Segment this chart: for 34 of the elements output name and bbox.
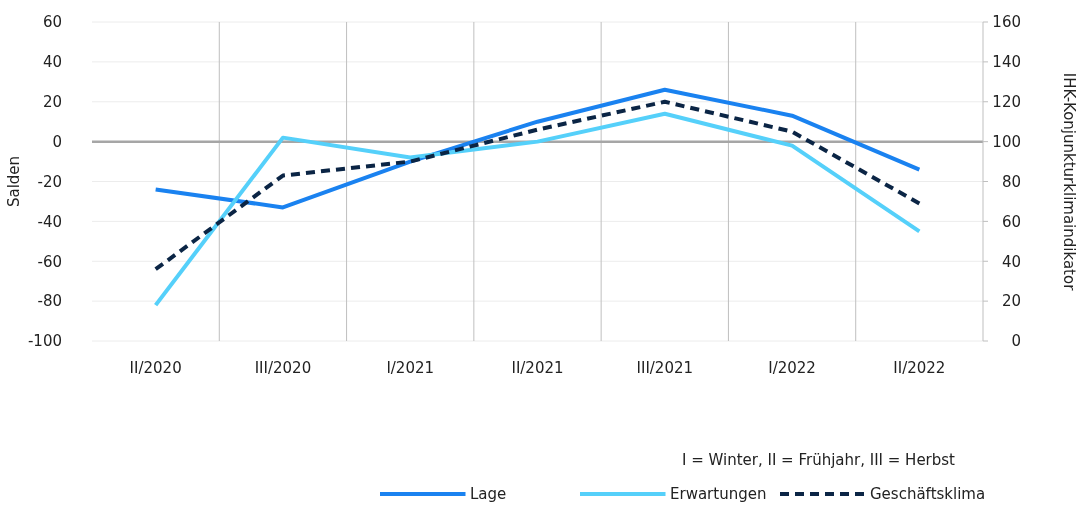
y2-tick-label: 160 [992, 13, 1021, 32]
y-tick-label: 0 [52, 132, 62, 151]
y2-tick-label: 100 [992, 132, 1021, 151]
x-tick-label: III/2020 [254, 359, 312, 377]
y2-tick-label: 120 [992, 93, 1021, 111]
y-tick-label: -80 [37, 292, 62, 311]
y-tick-label: 20 [42, 93, 62, 111]
x-tick-label: III/2021 [636, 359, 694, 377]
y-axis-title: Salden [4, 155, 23, 208]
y-tick-label: -60 [37, 252, 62, 271]
line-series [153, 87, 922, 210]
y-tick-label: -20 [37, 172, 62, 191]
legend-label: Geschäftsklima [870, 485, 986, 504]
y-tick-label: -40 [37, 212, 62, 231]
legend-label: Lage [470, 485, 507, 504]
legend-label: Erwartungen [670, 485, 767, 504]
y-tick-label: -100 [27, 332, 62, 351]
y2-tick-label: 20 [1001, 292, 1021, 311]
text: I = Winter, II = Frühjahr, III = Herbst [681, 451, 956, 469]
y2-tick-label: 60 [1001, 212, 1021, 231]
y2-tick-label: 140 [992, 53, 1021, 72]
x-tick-label: II/2021 [511, 359, 564, 377]
x-tick-label: II/2022 [893, 359, 946, 377]
line-series [153, 111, 922, 308]
line-series [153, 99, 922, 272]
y2-tick-label: 0 [1011, 332, 1021, 351]
y-tick-label: 60 [42, 13, 62, 32]
y2-tick-label: 80 [1001, 172, 1021, 191]
y2-axis-title: IHK-Konjunkturklimaindikator [1059, 72, 1078, 292]
y2-tick-label: 40 [1001, 252, 1021, 271]
x-tick-label: II/2020 [129, 359, 182, 377]
x-tick-label: I/2021 [386, 359, 435, 377]
y-tick-label: 40 [42, 53, 62, 72]
x-tick-label: I/2022 [768, 359, 816, 377]
